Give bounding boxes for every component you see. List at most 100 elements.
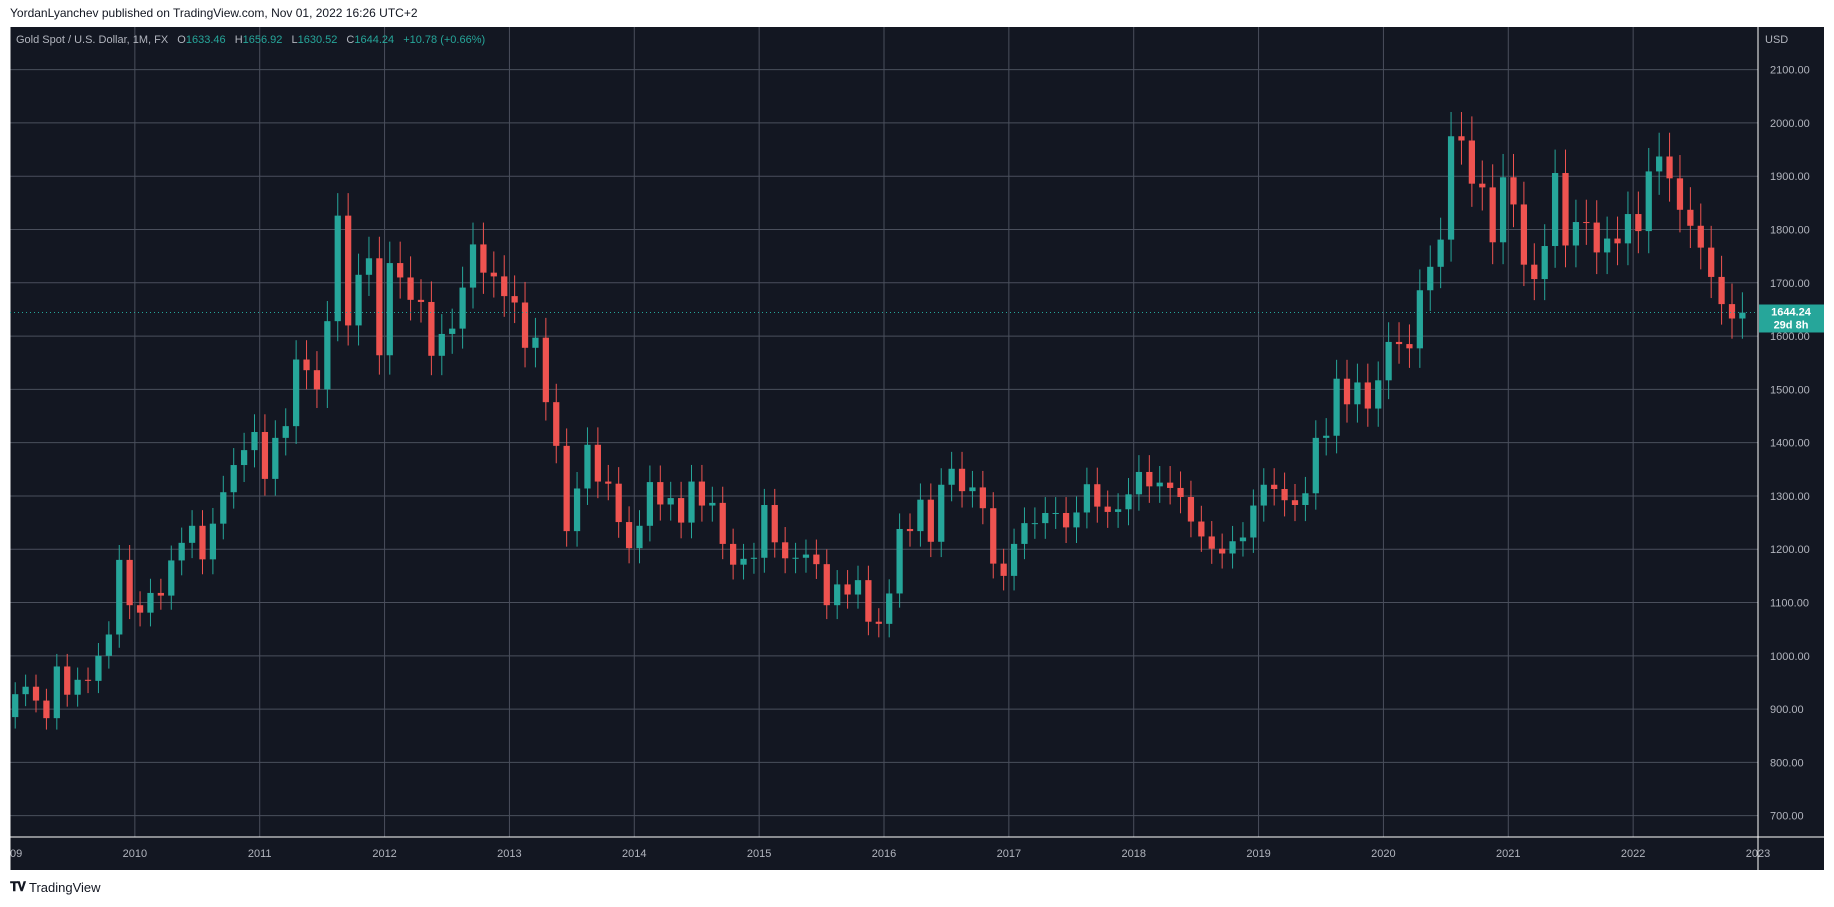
- candle-body: [1000, 563, 1007, 576]
- candle-body: [105, 634, 112, 656]
- candle-body: [709, 502, 716, 506]
- candle-body: [1666, 156, 1673, 179]
- y-tick-label: 1600.00: [1770, 331, 1810, 343]
- candle-body: [698, 481, 706, 506]
- time-axis[interactable]: 2009 2010 2011 2012 2013 2014 2015 2016 2017 2018…: [0, 848, 1770, 860]
- candle-body: [1031, 523, 1038, 525]
- candle-body: [1583, 222, 1590, 224]
- candle-body: [95, 655, 102, 681]
- candle-body: [1281, 489, 1288, 501]
- candle-body: [1187, 497, 1195, 522]
- candle-body: [116, 559, 123, 635]
- candle-body: [1094, 484, 1101, 507]
- candle-body: [178, 542, 185, 561]
- x-tick-label: 2016: [872, 848, 896, 860]
- candle-body: [147, 592, 154, 613]
- x-tick-label: 2011: [248, 848, 272, 860]
- x-tick-label: 2021: [1496, 848, 1520, 860]
- candle-body: [886, 593, 893, 624]
- candle-body: [1499, 177, 1507, 243]
- candle-body: [677, 498, 685, 523]
- candle-body: [1479, 183, 1486, 188]
- y-tick-label: 900.00: [1770, 704, 1804, 716]
- candle-body: [1167, 482, 1174, 488]
- legend-high: 1656.92: [243, 34, 283, 46]
- candle-body: [730, 543, 737, 565]
- candle-body: [1718, 276, 1725, 305]
- candle-body: [1010, 543, 1018, 576]
- candle-body: [521, 302, 529, 348]
- candle-body: [1260, 484, 1267, 506]
- y-tick-label: 1800.00: [1770, 225, 1810, 237]
- ohlc-legend: Gold Spot / U.S. Dollar, 1M, FX O1633.46…: [16, 34, 485, 46]
- candle-body: [22, 686, 29, 695]
- candle-body: [84, 679, 92, 681]
- candle-body: [386, 263, 393, 356]
- candle-body: [490, 272, 497, 277]
- candle-body: [1437, 239, 1444, 267]
- candle-body: [511, 296, 518, 303]
- candle-body: [1551, 173, 1559, 247]
- candle-body: [1343, 378, 1351, 405]
- candle-body: [126, 559, 133, 606]
- price-axis[interactable]: 2100.00 2000.00 1900.00 1800.00 1700.00 1600.…: [1770, 65, 1810, 823]
- candle-body: [459, 287, 466, 329]
- price-chart[interactable]: 2100.00 2000.00 1900.00 1800.00 1700.00 1600.…: [0, 27, 1824, 870]
- candle-body: [480, 244, 487, 273]
- legend-h-label: H: [235, 34, 243, 46]
- candle-body: [1198, 521, 1205, 537]
- candle-body: [1520, 204, 1528, 265]
- y-tick-label: 700.00: [1770, 811, 1804, 823]
- x-tick-label: 2010: [123, 848, 147, 860]
- candle-body: [1177, 487, 1184, 498]
- candle-body: [844, 584, 851, 595]
- y-tick-label: 2000.00: [1770, 118, 1810, 130]
- candle-body: [1156, 482, 1163, 487]
- y-tick-label: 1200.00: [1770, 544, 1810, 556]
- candle-body: [1062, 513, 1070, 528]
- chart-background: [10, 27, 1824, 870]
- candle-body: [958, 468, 966, 492]
- x-tick-label: 2017: [997, 848, 1021, 860]
- candle-body: [230, 465, 237, 493]
- candles: [12, 112, 1746, 730]
- legend-symbol: Gold Spot / U.S. Dollar, 1M, FX: [16, 34, 169, 46]
- candle-body: [553, 402, 560, 446]
- x-tick-label: 2022: [1621, 848, 1645, 860]
- candle-body: [1104, 506, 1111, 512]
- candle-body: [1250, 505, 1257, 538]
- x-tick-label: 2015: [747, 848, 771, 860]
- candle-body: [376, 258, 383, 356]
- footer-brand[interactable]: 𝐓𝐕 TradingView: [10, 879, 101, 895]
- candle-body: [1042, 513, 1049, 524]
- candle-body: [303, 359, 310, 371]
- candle-body: [1489, 187, 1496, 243]
- candle-body: [293, 359, 300, 427]
- candle-body: [1135, 471, 1143, 495]
- candle-body: [917, 499, 924, 532]
- candle-body: [990, 508, 997, 564]
- candle-body: [615, 483, 622, 523]
- candle-body: [906, 528, 914, 532]
- y-tick-label: 800.00: [1770, 757, 1804, 769]
- grid-lines: [9, 27, 1759, 837]
- candle-body: [792, 557, 799, 559]
- candle-body: [1687, 209, 1694, 226]
- x-tick-label: 2023: [1746, 848, 1770, 860]
- candle-body: [542, 337, 549, 403]
- candle-body: [1229, 541, 1236, 554]
- candle-body: [605, 481, 612, 484]
- y-tick-label: 1300.00: [1770, 491, 1810, 503]
- candle-body: [1364, 382, 1371, 409]
- candlestick-chart[interactable]: 2100.00 2000.00 1900.00 1800.00 1700.00 1600.…: [0, 27, 1824, 870]
- footer-brand-name: TradingView: [29, 879, 101, 895]
- candle-body: [1593, 222, 1600, 253]
- x-tick-label: 2009: [10, 848, 22, 860]
- candle-body: [823, 564, 830, 606]
- candle-body: [220, 492, 227, 524]
- candle-body: [251, 432, 258, 451]
- candle-body: [802, 554, 810, 558]
- y-tick-label: 1400.00: [1770, 438, 1810, 450]
- published-byline: YordanLyanchev published on TradingView.…: [10, 6, 418, 20]
- candle-body: [625, 522, 633, 549]
